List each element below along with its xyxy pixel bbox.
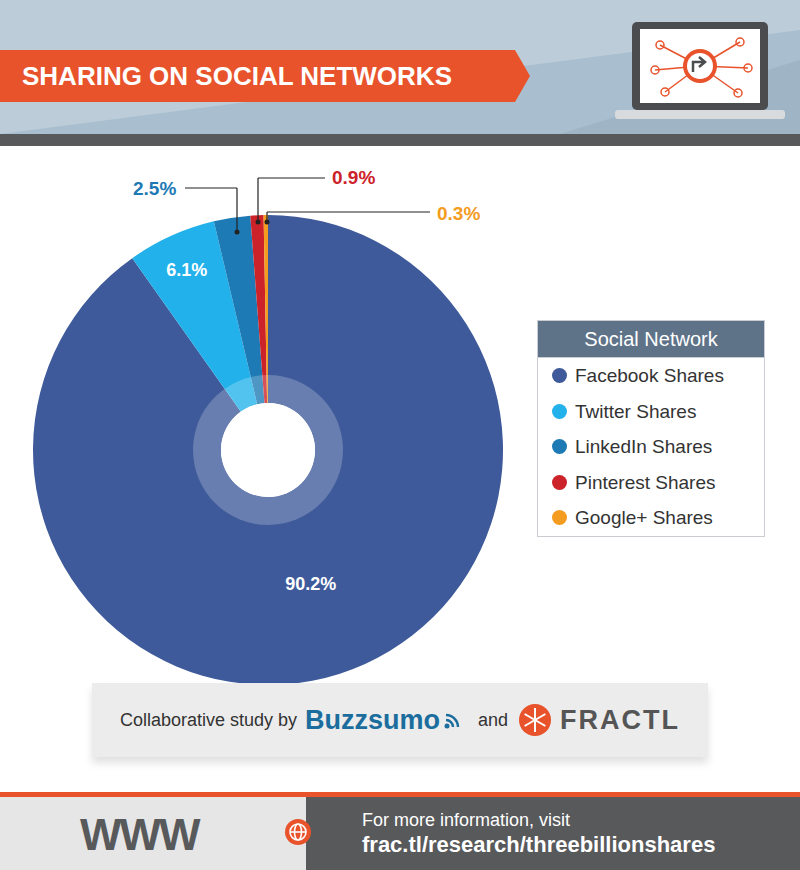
html-text:Social Network: Social Network xyxy=(584,328,718,350)
html-text:For more information, visit: For more information, visit xyxy=(362,810,571,830)
svg-text:6.1%: 6.1% xyxy=(166,260,207,280)
html-text:and: and xyxy=(478,709,509,730)
svg-text:90.2%: 90.2% xyxy=(285,574,336,594)
html-text:Pinterest Shares: Pinterest Shares xyxy=(575,471,716,493)
html-text:Collaborative study by Buzzsum: Collaborative study by Buzzsumo xyxy=(119,704,440,735)
html-text:Facebook Shares: Facebook Shares xyxy=(575,365,724,386)
html-text:SHARING ON SOCIAL NETWORKS: SHARING ON SOCIAL NETWORKS xyxy=(22,61,452,91)
html-text:LinkedIn Shares: LinkedIn Shares xyxy=(575,436,713,457)
svg-text:2.5%: 2.5% xyxy=(133,178,176,199)
html-text:Google+ Shares: Google+ Shares xyxy=(575,507,713,528)
html-text:Twitter Shares: Twitter Shares xyxy=(575,400,697,422)
html-text:WWW: WWW xyxy=(80,810,199,859)
html-text:frac.tl/research/threebillions: frac.tl/research/threebillionshares xyxy=(362,832,716,857)
svg-text:0.3%: 0.3% xyxy=(437,203,480,224)
svg-text:0.9%: 0.9% xyxy=(332,167,375,188)
html-text:FRACTL: FRACTL xyxy=(560,704,681,735)
